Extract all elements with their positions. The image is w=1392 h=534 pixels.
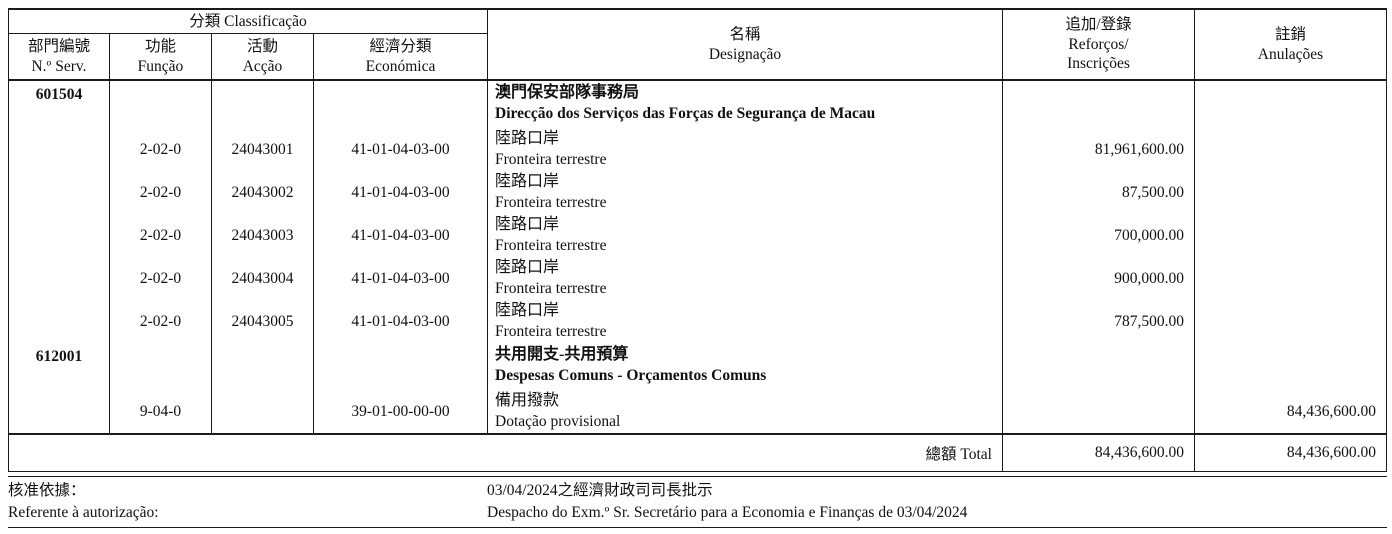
header-reforcos-zh: 追加/登錄: [1065, 15, 1132, 33]
authorization-label-zh: 核准依據：: [8, 482, 86, 499]
header-accao-pt: Acção: [242, 57, 283, 75]
budget-table: 分類 Classificação 部門編號 N.º Serv. 功能 Funçã…: [8, 8, 1387, 472]
total-label: 總額 Total: [9, 435, 1003, 471]
header-service-number: 部門編號 N.º Serv.: [9, 34, 110, 79]
header-funcao-pt: Função: [137, 57, 184, 75]
header-economica: 經濟分類 Económica: [314, 34, 488, 79]
header-designacao: 名稱 Designação: [488, 10, 1003, 79]
header-classification: 分類 Classificação: [9, 10, 488, 34]
header-anulacoes: 註銷 Anulações: [1195, 10, 1386, 79]
header-economica-pt: Económica: [365, 57, 436, 75]
table-body: 601504 澳門保安部隊事務局 Direcção dos Serviços d…: [9, 81, 1386, 433]
header-service-number-zh: 部門編號: [27, 37, 90, 55]
total-anulacoes-value: 84,436,600.00: [1286, 444, 1376, 461]
header-designacao-zh: 名稱: [729, 25, 761, 43]
header-accao: 活動 Acção: [212, 34, 314, 79]
header-reforcos-pt1: Reforços/: [1068, 35, 1129, 53]
budget-document: 分類 Classificação 部門編號 N.º Serv. 功能 Funçã…: [8, 8, 1387, 528]
authorization-footer: 核准依據： Referente à autorização: 03/04/202…: [8, 476, 1387, 528]
authorization-text-pt: Despacho do Exm.º Sr. Secretário para a …: [487, 504, 968, 522]
header-anulacoes-pt: Anulações: [1257, 45, 1324, 63]
header-accao-zh: 活動: [246, 37, 278, 55]
header-funcao: 功能 Função: [110, 34, 212, 79]
header-reforcos-pt2: Inscrições: [1067, 55, 1130, 73]
header-service-number-pt: N.º Serv.: [31, 57, 87, 75]
total-reforcos-value: 84,436,600.00: [1003, 435, 1195, 471]
total-row: 總額 Total 84,436,600.00 84,436,600.00: [9, 433, 1386, 471]
header-funcao-zh: 功能: [144, 37, 176, 55]
header-economica-zh: 經濟分類: [369, 37, 432, 55]
authorization-label: 核准依據： Referente à autorização:: [8, 480, 159, 525]
header-reforcos: 追加/登錄 Reforços/ Inscrições: [1003, 10, 1195, 79]
authorization-label-pt: Referente à autorização:: [8, 504, 159, 522]
header-anulacoes-zh: 註銷: [1274, 25, 1306, 43]
authorization-text: 03/04/2024之經濟財政司司長批示 Despacho do Exm.º S…: [487, 480, 967, 525]
table-header: 分類 Classificação 部門編號 N.º Serv. 功能 Funçã…: [9, 10, 1386, 81]
authorization-text-zh: 03/04/2024之經濟財政司司長批示: [487, 482, 713, 499]
header-designacao-pt: Designação: [708, 45, 782, 63]
header-classification-label: 分類 Classificação: [189, 12, 307, 30]
